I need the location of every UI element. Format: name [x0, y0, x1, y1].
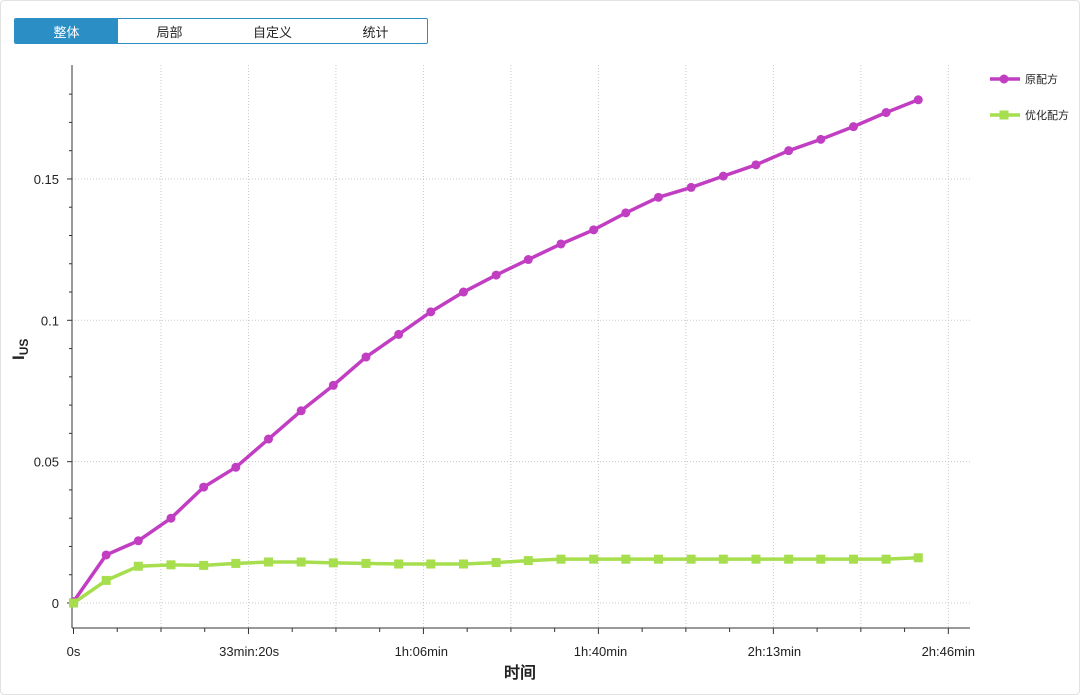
x-tick-label: 33min:20s — [219, 644, 279, 659]
series-layer — [69, 95, 923, 608]
x-axis-title: 时间 — [504, 663, 536, 682]
data-point — [718, 171, 728, 181]
data-point — [653, 192, 663, 202]
legend-marker — [999, 110, 1009, 120]
data-point — [361, 352, 371, 362]
data-point — [686, 554, 696, 564]
data-point — [523, 556, 533, 566]
data-point — [816, 134, 826, 144]
data-point — [686, 182, 696, 192]
axes: 0 0.05 0.1 0.15 0s 33min:20s 1h:06min 1h:40min 2… — [9, 65, 975, 682]
x-tick-label: 1h:40min — [574, 644, 627, 659]
tab-local[interactable]: 局部 — [156, 24, 183, 40]
data-point — [426, 307, 436, 317]
data-point — [523, 255, 533, 265]
data-point — [491, 558, 501, 568]
data-point — [231, 558, 241, 568]
x-tick-label: 0s — [67, 644, 81, 659]
data-point — [621, 554, 631, 564]
data-point — [718, 554, 728, 564]
tab-statistics[interactable]: 统计 — [362, 24, 389, 40]
data-point — [166, 513, 176, 523]
x-tick-label: 2h:46min — [922, 644, 975, 659]
data-point — [653, 554, 663, 564]
data-point — [556, 239, 566, 249]
legend-label: 原配方 — [1025, 72, 1058, 86]
data-point — [394, 329, 404, 339]
data-point — [133, 561, 143, 571]
data-point — [556, 554, 566, 564]
y-axis-title-main: I — [9, 355, 28, 360]
data-point — [199, 482, 209, 492]
legend-label: 优化配方 — [1025, 108, 1069, 122]
data-point — [394, 559, 404, 569]
data-point — [101, 550, 111, 560]
y-tick-label: 0.05 — [34, 455, 59, 470]
data-point — [361, 558, 371, 568]
y-tick-label: 0 — [52, 596, 59, 611]
data-point — [328, 380, 338, 390]
y-axis-title: IUS — [9, 339, 31, 360]
data-point — [458, 559, 468, 569]
data-point — [881, 108, 891, 118]
data-point — [231, 462, 241, 472]
data-point — [751, 554, 761, 564]
data-point — [751, 160, 761, 170]
data-point — [881, 554, 891, 564]
data-point — [848, 554, 858, 564]
data-point — [589, 554, 599, 564]
y-axis-title-subscript: US — [17, 339, 31, 356]
data-point — [913, 553, 923, 563]
data-point — [913, 95, 923, 105]
data-point — [784, 554, 794, 564]
data-point — [263, 557, 273, 567]
x-tick-label: 2h:13min — [748, 644, 801, 659]
y-tick-label: 0.1 — [41, 313, 59, 328]
y-tick-label: 0.15 — [34, 172, 59, 187]
tab-custom[interactable]: 自定义 — [252, 24, 292, 40]
data-point — [589, 225, 599, 235]
data-point — [166, 560, 176, 570]
data-point — [133, 536, 143, 546]
data-point — [784, 146, 794, 156]
data-point — [328, 558, 338, 568]
data-point — [491, 270, 501, 280]
data-point — [101, 575, 111, 585]
data-point — [426, 559, 436, 569]
series-line-0 — [72, 98, 919, 603]
data-point — [69, 598, 78, 608]
data-point — [296, 406, 306, 416]
data-point — [199, 560, 209, 570]
data-point — [263, 434, 273, 444]
x-tick-label: 1h:06min — [395, 644, 448, 659]
legend-marker — [999, 74, 1009, 84]
data-point — [458, 287, 468, 297]
data-point — [296, 557, 306, 567]
grid — [72, 65, 970, 628]
tab-overall[interactable]: 整体 — [15, 19, 118, 43]
data-point — [816, 554, 826, 564]
data-point — [848, 122, 858, 132]
view-tabs: 整体 局部 自定义 统计 — [14, 18, 428, 44]
data-point — [621, 208, 631, 218]
